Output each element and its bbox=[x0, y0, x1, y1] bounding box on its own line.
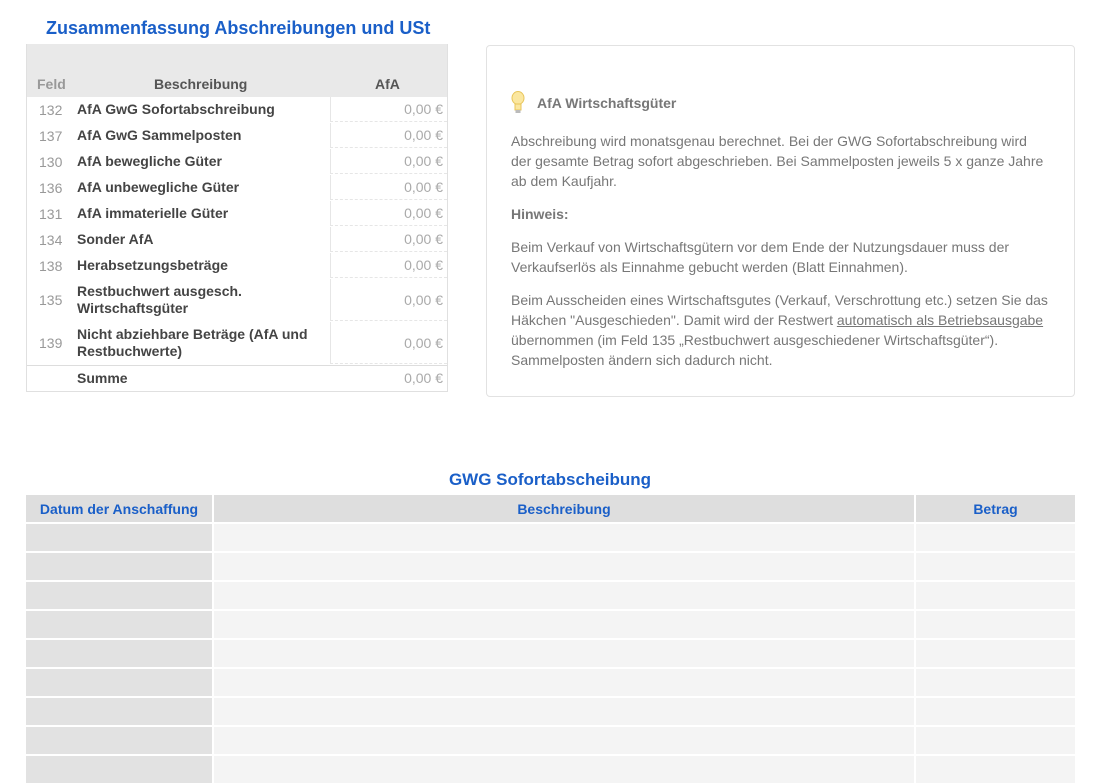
row-description: AfA GwG Sofortabschreibung bbox=[77, 101, 275, 117]
info-paragraph-2: Beim Verkauf von Wirtschaftsgütern vor d… bbox=[511, 239, 1010, 275]
date-cell[interactable] bbox=[26, 553, 214, 580]
amount-cell[interactable] bbox=[916, 756, 1075, 783]
table-row bbox=[26, 667, 1075, 696]
auto-expense-link[interactable]: automatisch als Betriebsausgabe bbox=[836, 312, 1044, 328]
row-value: 0,00 € bbox=[330, 322, 447, 364]
description-cell[interactable] bbox=[214, 756, 916, 783]
info-text: Beim Ausscheiden eines Wirtschaftsgutes … bbox=[511, 292, 1048, 328]
info-hint-label: Hinweis: bbox=[511, 206, 569, 222]
date-cell[interactable] bbox=[26, 727, 214, 754]
description-cell[interactable] bbox=[214, 698, 916, 725]
table-row bbox=[26, 551, 1075, 580]
header-afa: AfA bbox=[375, 76, 400, 92]
description-cell[interactable] bbox=[214, 727, 916, 754]
col-description[interactable]: Beschreibung bbox=[214, 495, 916, 522]
summary-title: Zusammenfassung Abschreibungen und USt bbox=[46, 18, 431, 38]
row-description: AfA GwG Sammelposten bbox=[77, 127, 242, 143]
table-row bbox=[26, 754, 1075, 783]
field-number: 137 bbox=[39, 127, 63, 144]
date-cell[interactable] bbox=[26, 669, 214, 696]
row-description: AfA immaterielle Güter bbox=[77, 205, 229, 221]
row-description: AfA bewegliche Güter bbox=[77, 153, 222, 169]
field-number: 138 bbox=[39, 257, 63, 274]
description-cell[interactable] bbox=[214, 524, 916, 551]
gwg-title: GWG Sofortabscheibung bbox=[448, 470, 652, 489]
row-description: AfA unbewegliche Güter bbox=[77, 179, 240, 195]
gwg-table: Datum der Anschaffung Beschreibung Betra… bbox=[26, 495, 1075, 783]
field-number: 136 bbox=[39, 179, 63, 196]
description-cell[interactable] bbox=[214, 669, 916, 696]
field-number: 132 bbox=[39, 101, 63, 118]
amount-cell[interactable] bbox=[916, 727, 1075, 754]
total-label: Summe bbox=[77, 369, 128, 386]
table-row bbox=[26, 522, 1075, 551]
summary-row: 134 Sonder AfA 0,00 € bbox=[27, 227, 447, 253]
summary-row: 130 AfA bewegliche Güter 0,00 € bbox=[27, 149, 447, 175]
summary-row: 138 Herabsetzungsbeträge 0,00 € bbox=[27, 253, 447, 279]
summary-table: Feld Beschreibung AfA 132 AfA GwG Sofort… bbox=[26, 44, 448, 392]
amount-cell[interactable] bbox=[916, 611, 1075, 638]
summary-row: 136 AfA unbewegliche Güter 0,00 € bbox=[27, 175, 447, 201]
info-text: übernommen (im Feld 135 „Restbuchwert au… bbox=[511, 332, 999, 368]
summary-row: 132 AfA GwG Sofortabschreibung 0,00 € bbox=[27, 97, 447, 123]
date-cell[interactable] bbox=[26, 756, 214, 783]
row-value: 0,00 € bbox=[330, 253, 447, 278]
field-number: 135 bbox=[39, 292, 63, 308]
summary-total-row: Summe 0,00 € bbox=[27, 365, 447, 391]
info-box: AfA Wirtschaftsgüter Abschreibung wird m… bbox=[486, 45, 1075, 397]
table-row bbox=[26, 609, 1075, 638]
row-value: 0,00 € bbox=[330, 279, 447, 321]
field-number: 134 bbox=[39, 231, 63, 248]
summary-row: 135 Restbuchwert ausgesch. Wirtschaftsgü… bbox=[27, 279, 447, 322]
row-description: Restbuchwert ausgesch. Wirtschaftsgüter bbox=[77, 283, 242, 316]
date-cell[interactable] bbox=[26, 698, 214, 725]
info-paragraph-1: Abschreibung wird monatsgenau berechnet.… bbox=[511, 133, 1044, 189]
summary-row: 131 AfA immaterielle Güter 0,00 € bbox=[27, 201, 447, 227]
row-description: Herabsetzungsbeträge bbox=[77, 257, 228, 273]
amount-cell[interactable] bbox=[916, 669, 1075, 696]
header-field: Feld bbox=[37, 76, 66, 92]
description-cell[interactable] bbox=[214, 611, 916, 638]
col-date[interactable]: Datum der Anschaffung bbox=[26, 495, 214, 522]
lightbulb-icon bbox=[511, 91, 525, 113]
amount-cell[interactable] bbox=[916, 640, 1075, 667]
description-cell[interactable] bbox=[214, 640, 916, 667]
summary-row: 137 AfA GwG Sammelposten 0,00 € bbox=[27, 123, 447, 149]
field-number: 139 bbox=[39, 335, 63, 351]
summary-header: Feld Beschreibung AfA bbox=[27, 44, 447, 97]
header-description: Beschreibung bbox=[154, 76, 248, 92]
table-row bbox=[26, 725, 1075, 754]
amount-cell[interactable] bbox=[916, 524, 1075, 551]
row-value: 0,00 € bbox=[330, 201, 447, 226]
info-title: AfA Wirtschaftsgüter bbox=[537, 95, 677, 111]
amount-cell[interactable] bbox=[916, 553, 1075, 580]
row-value: 0,00 € bbox=[330, 175, 447, 200]
date-cell[interactable] bbox=[26, 582, 214, 609]
date-cell[interactable] bbox=[26, 611, 214, 638]
description-cell[interactable] bbox=[214, 582, 916, 609]
field-number: 131 bbox=[39, 205, 63, 222]
info-paragraph-3: Beim Ausscheiden eines Wirtschaftsgutes … bbox=[511, 290, 1050, 370]
field-number: 130 bbox=[39, 153, 63, 170]
summary-row: 139 Nicht abziehbare Beträge (AfA und Re… bbox=[27, 322, 447, 365]
table-row bbox=[26, 696, 1075, 725]
row-value: 0,00 € bbox=[330, 97, 447, 122]
table-row bbox=[26, 638, 1075, 667]
row-value: 0,00 € bbox=[330, 149, 447, 174]
date-cell[interactable] bbox=[26, 640, 214, 667]
row-description: Nicht abziehbare Beträge (AfA und Restbu… bbox=[77, 326, 308, 359]
row-value: 0,00 € bbox=[330, 227, 447, 252]
row-description: Sonder AfA bbox=[77, 231, 154, 247]
date-cell[interactable] bbox=[26, 524, 214, 551]
col-amount[interactable]: Betrag bbox=[973, 500, 1018, 517]
row-value: 0,00 € bbox=[330, 123, 447, 148]
description-cell[interactable] bbox=[214, 553, 916, 580]
amount-cell[interactable] bbox=[916, 582, 1075, 609]
total-value: 0,00 € bbox=[404, 370, 443, 386]
amount-cell[interactable] bbox=[916, 698, 1075, 725]
table-row bbox=[26, 580, 1075, 609]
